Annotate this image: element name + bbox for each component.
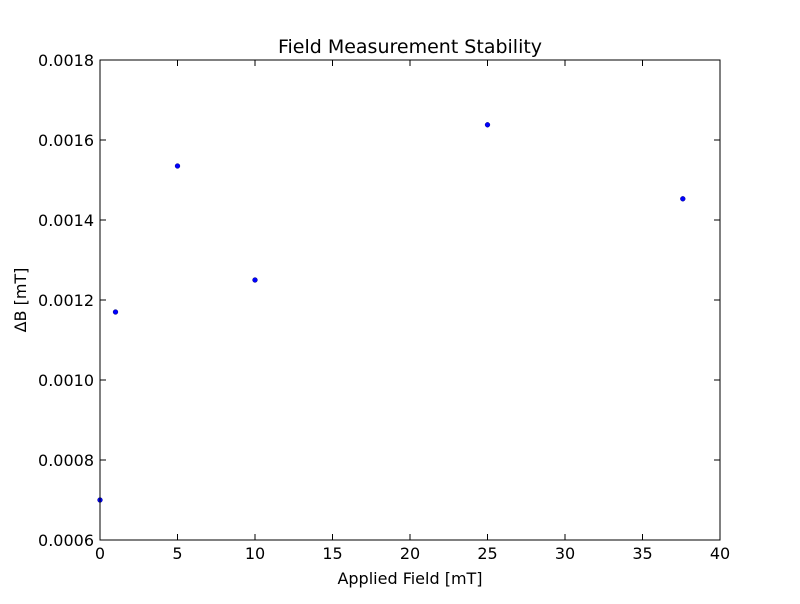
chart-title: Field Measurement Stability [278,36,542,58]
data-point [174,163,181,169]
data-point [252,277,258,283]
x-tick-label: 15 [322,544,342,563]
x-tick-label: 25 [477,544,497,563]
data-point [680,196,686,202]
y-tick-label: 0.0014 [38,211,94,230]
x-tick-label: 30 [555,544,575,563]
x-axis-label: Applied Field [mT] [337,569,482,588]
y-axis-label: ΔB [mT] [11,268,30,333]
plot-area-frame [99,59,721,541]
y-tick-label: 0.0018 [38,51,94,70]
x-tick-label: 5 [172,544,182,563]
data-point [484,122,491,128]
data-points [97,122,686,503]
x-tick-label: 35 [632,544,652,563]
data-point [112,309,119,315]
x-tick-label: 10 [245,544,265,563]
y-tick-label: 0.0016 [38,131,94,150]
axis-ticks: 0 5 10 15 20 25 30 35 40 0.0006 0.0008 0.0010 0.0012… [38,51,730,563]
y-tick-label: 0.0008 [38,451,94,470]
y-tick-label: 0.0006 [38,531,94,550]
x-tick-label: 20 [400,544,420,563]
y-tick-label: 0.0010 [38,371,94,390]
x-tick-label: 0 [95,544,105,563]
x-tick-label: 40 [710,544,730,563]
y-tick-label: 0.0012 [38,291,94,310]
